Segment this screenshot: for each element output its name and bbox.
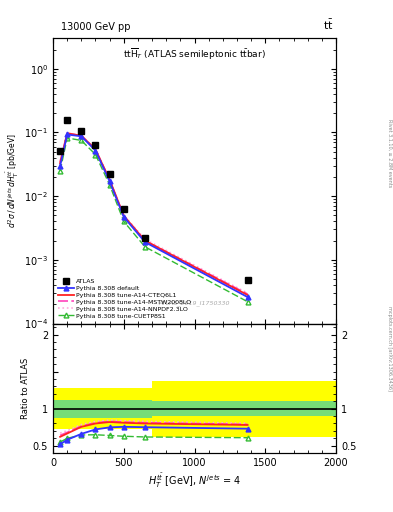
Text: tt$\overline{\mathrm{H}}_T$ (ATLAS semileptonic t$\bar{\mathrm{t}}$bar): tt$\overline{\mathrm{H}}_T$ (ATLAS semil… <box>123 47 266 62</box>
X-axis label: $H_T^{t\bar{t}}$ [GeV], $N^{jets}$ = 4: $H_T^{t\bar{t}}$ [GeV], $N^{jets}$ = 4 <box>148 472 241 490</box>
Text: 13000 GeV pp: 13000 GeV pp <box>61 22 130 32</box>
Y-axis label: Ratio to ATLAS: Ratio to ATLAS <box>21 358 30 419</box>
Text: t$\bar{\mathrm{t}}$: t$\bar{\mathrm{t}}$ <box>323 18 333 32</box>
Legend: ATLAS, Pythia 8.308 default, Pythia 8.308 tune-A14-CTEQ6L1, Pythia 8.308 tune-A1: ATLAS, Pythia 8.308 default, Pythia 8.30… <box>56 276 193 321</box>
Text: Rivet 3.1.10, ≥ 2.8M events: Rivet 3.1.10, ≥ 2.8M events <box>387 119 392 188</box>
Y-axis label: $d^2\sigma\,/\,dN^{jets}\,dH_T^{t\bar{t}}$ [pb/GeV]: $d^2\sigma\,/\,dN^{jets}\,dH_T^{t\bar{t}… <box>5 134 21 228</box>
Text: mcplots.cern.ch [arXiv:1306.3436]: mcplots.cern.ch [arXiv:1306.3436] <box>387 306 392 391</box>
Text: ATLAS_2019_I1750330: ATLAS_2019_I1750330 <box>159 301 230 306</box>
